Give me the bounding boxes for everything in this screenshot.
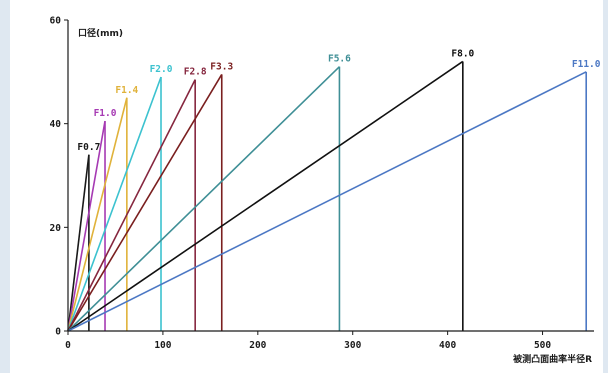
x-axis-title: 被测凸面曲率半径R [513, 353, 592, 365]
series-label: F5.6 [328, 54, 351, 65]
axes-group: 0 20 40 60 0 100 200 300 400 500 [50, 16, 594, 351]
series-label: F0.7 [77, 142, 100, 153]
x-tick-label: 300 [344, 340, 361, 351]
series-label: F2.8 [184, 67, 207, 78]
series-label: F8.0 [451, 48, 474, 59]
series-line [67, 66, 340, 332]
y-tick-label: 60 [50, 16, 62, 27]
series-label: F1.0 [94, 108, 117, 119]
series-line [67, 60, 464, 332]
series-group [67, 60, 588, 332]
y-tick-label: 0 [55, 327, 61, 338]
y-tick-label: 40 [50, 119, 62, 130]
x-tick-label: 0 [65, 340, 71, 351]
series-line [67, 97, 128, 332]
series-label: F2.0 [150, 64, 173, 75]
series-label: F11.0 [572, 59, 601, 70]
lens-aperture-chart: 0 20 40 60 0 100 200 300 400 500 F0.7 F1.0 F1.4 F2.0… [50, 16, 601, 366]
series-label: F3.3 [210, 61, 233, 72]
x-tick-label: 100 [154, 340, 171, 351]
x-tick-label: 400 [439, 340, 456, 351]
series-line [67, 74, 223, 332]
series-line [67, 76, 162, 332]
series-line [67, 154, 90, 332]
chart-panel: 0 20 40 60 0 100 200 300 400 500 F0.7 F1.0 F1.4 F2.0… [10, 0, 603, 373]
series-labels-group: F0.7 F1.0 F1.4 F2.0 F2.8 F3.3 F5.6 F8.0 F11.0 [77, 48, 600, 152]
series-line [67, 120, 106, 332]
x-tick-label: 200 [249, 340, 266, 351]
x-tick-label: 500 [534, 340, 551, 351]
series-label: F1.4 [115, 85, 138, 96]
y-tick-label: 20 [50, 223, 62, 234]
y-axis-title: 口径(mm) [78, 27, 123, 39]
series-line [67, 71, 587, 332]
series-line [67, 79, 196, 332]
